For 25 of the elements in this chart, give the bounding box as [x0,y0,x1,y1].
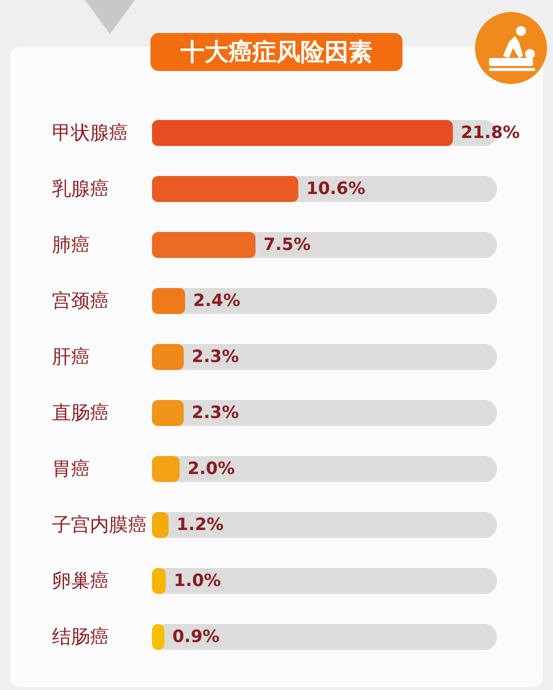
data-label: 1.2% [176,515,224,535]
data-label: 2.0% [188,459,235,479]
data-label: 2.3% [192,347,239,367]
bar [152,400,184,426]
y-tick-label: 乳腺癌 [52,178,109,200]
bar [152,344,184,370]
y-tick-label: 甲状腺癌 [52,122,128,144]
data-label: 10.6% [306,179,366,199]
data-label: 1.0% [174,571,221,591]
y-tick-label: 肺癌 [52,234,90,256]
y-tick-label: 卵巢癌 [52,570,109,592]
data-label: 2.3% [192,403,239,423]
y-tick-label: 结肠癌 [52,626,109,648]
data-label: 7.5% [264,235,311,255]
data-label: 0.9% [172,627,220,647]
bar [152,288,186,314]
y-tick-label: 胃癌 [52,458,90,480]
y-tick-label: 子宫内膜癌 [52,514,147,536]
chart-title: 十大癌症风险因素 [180,38,372,66]
y-tick-label: 宫颈癌 [52,290,109,312]
bar [152,456,180,482]
y-tick-label: 直肠癌 [52,402,109,424]
y-tick-label: 肝癌 [52,346,90,368]
data-label: 2.4% [193,291,240,311]
data-label: 21.8% [460,123,520,143]
